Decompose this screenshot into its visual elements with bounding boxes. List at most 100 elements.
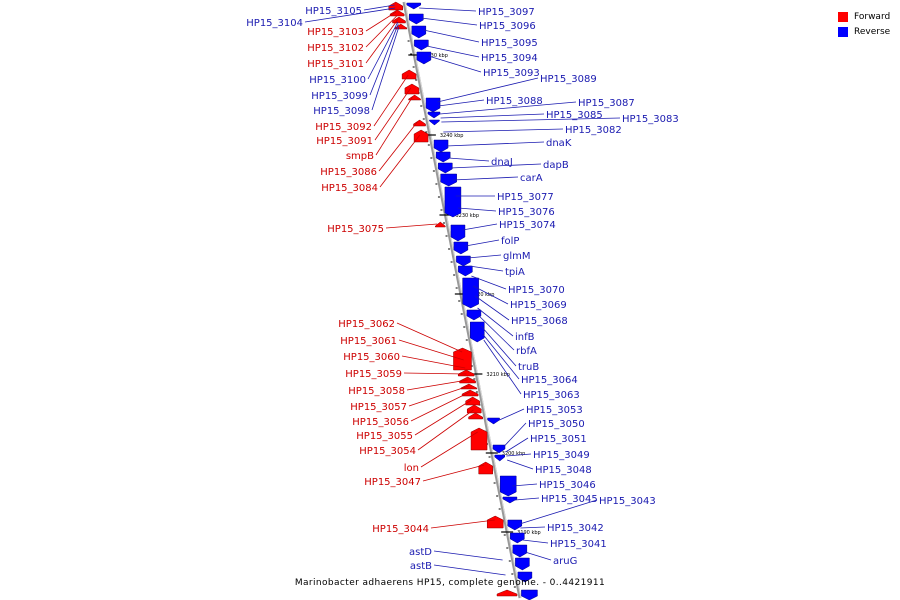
scale-tick-label: 3210 kbp <box>486 372 510 378</box>
legend-forward-label: Forward <box>854 11 891 22</box>
leader-line <box>462 223 498 231</box>
leader-line <box>371 26 400 111</box>
gene-label-hp15-3048: HP15_3048 <box>535 465 592 476</box>
gene-label-hp15-3057: HP15_3057 <box>350 402 407 413</box>
reverse-gene-block <box>466 309 482 321</box>
leader-line <box>406 379 468 391</box>
reverse-gene-block <box>414 39 429 51</box>
leader-line <box>452 176 519 181</box>
leader-line <box>430 519 495 529</box>
gene-label-hp15-3075: HP15_3075 <box>327 224 384 235</box>
gene-label-hp15-3085: HP15_3085 <box>546 110 603 121</box>
leader-line <box>426 45 480 58</box>
leader-line <box>365 11 397 32</box>
reverse-gene-block <box>435 151 451 163</box>
leader-line <box>417 409 474 451</box>
leader-line <box>401 355 466 369</box>
forward-gene-block <box>457 369 475 377</box>
gene-label-hp15-3045: HP15_3045 <box>541 494 598 505</box>
leader-line <box>483 339 522 395</box>
leader-line <box>304 7 396 23</box>
gene-label-hp15-3098: HP15_3098 <box>313 106 370 117</box>
leader-line <box>375 96 413 156</box>
gene-label-infb: infB <box>515 332 535 343</box>
leader-line <box>443 128 564 133</box>
leader-line <box>398 339 464 361</box>
reverse-gene-block <box>429 119 440 126</box>
gene-label-smpb: smpB <box>346 151 374 162</box>
leader-line <box>363 4 395 11</box>
leader-line <box>473 285 509 305</box>
gene-label-hp15-3056: HP15_3056 <box>352 417 409 428</box>
reverse-gene-block <box>462 277 479 309</box>
leader-line <box>374 87 412 141</box>
forward-gene-block <box>465 396 480 406</box>
gene-label-hp15-3069: HP15_3069 <box>510 300 567 311</box>
reverse-gene-block <box>440 173 457 187</box>
genome-axis <box>402 1 522 599</box>
reverse-gene-block <box>433 139 449 153</box>
leader-line <box>519 499 598 525</box>
gene-label-hp15-3092: HP15_3092 <box>315 122 372 133</box>
legend-reverse: Reverse <box>838 24 890 39</box>
leader-line <box>369 23 399 96</box>
reverse-gene-block <box>502 496 518 504</box>
leader-line <box>446 141 545 147</box>
leader-line <box>458 207 497 212</box>
gene-label-hp15-3074: HP15_3074 <box>499 220 556 231</box>
gene-label-trub: truB <box>518 362 539 373</box>
gene-label-hp15-3070: HP15_3070 <box>508 285 565 296</box>
gene-label-hp15-3064: HP15_3064 <box>521 375 578 386</box>
leader-line <box>477 307 514 337</box>
reverse-gene-block <box>438 162 453 174</box>
reverse-gene-block <box>427 111 441 119</box>
reverse-gene-block <box>487 417 500 425</box>
gene-label-hp15-3105: HP15_3105 <box>305 6 362 17</box>
leader-line <box>428 55 482 73</box>
reverse-gene-block <box>517 571 533 583</box>
reverse-gene-block <box>453 241 469 255</box>
reverse-gene-block <box>425 97 441 113</box>
gene-label-hp15-3062: HP15_3062 <box>338 319 395 330</box>
scale-tick-label: 3230 kbp <box>424 53 448 59</box>
forward-gene-block <box>404 83 420 95</box>
gene-label-hp15-3055: HP15_3055 <box>356 431 413 442</box>
gene-label-hp15-3058: HP15_3058 <box>348 386 405 397</box>
gene-label-hp15-3061: HP15_3061 <box>340 336 397 347</box>
reverse-gene-block <box>510 532 525 544</box>
forward-gene-block <box>453 347 472 371</box>
reverse-gene-block <box>416 51 432 65</box>
reverse-gene-block <box>521 589 538 600</box>
legend-reverse-label: Reverse <box>854 26 891 37</box>
forward-gene-block <box>496 589 518 597</box>
reverse-gene-block <box>492 444 506 454</box>
leader-line <box>478 315 515 351</box>
gene-label-dapb: dapB <box>543 160 569 171</box>
gene-label-folp: folP <box>501 236 519 247</box>
gene-label-hp15-3046: HP15_3046 <box>539 480 596 491</box>
forward-swatch <box>838 11 848 22</box>
gene-label-hp15-3041: HP15_3041 <box>550 539 607 550</box>
reverse-gene-block <box>456 255 471 267</box>
genome-caption: Marinobacter adhaerens HP15, complete ge… <box>294 578 606 588</box>
gene-label-lon: lon <box>404 463 419 474</box>
gene-label-rbfa: rbfA <box>516 346 537 357</box>
leader-line <box>378 121 418 172</box>
leader-line <box>396 322 463 353</box>
leader-line <box>423 29 480 43</box>
leader-line <box>507 459 534 470</box>
gene-label-hp15-3076: HP15_3076 <box>498 207 555 218</box>
gene-label-hp15-3096: HP15_3096 <box>479 21 536 32</box>
gene-label-astd: astD <box>409 547 432 558</box>
forward-gene-block <box>461 389 479 397</box>
leader-line <box>408 385 469 407</box>
leader-line <box>419 7 477 12</box>
leader-line <box>441 117 621 123</box>
forward-gene-block <box>413 119 426 127</box>
forward-gene-block <box>466 404 482 414</box>
leader-line <box>410 391 471 422</box>
gene-label-dnaj: dnaJ <box>491 157 513 168</box>
gene-label-hp15-3051: HP15_3051 <box>530 434 587 445</box>
leader-line <box>482 333 520 380</box>
gene-label-hp15-3047: HP15_3047 <box>364 477 421 488</box>
